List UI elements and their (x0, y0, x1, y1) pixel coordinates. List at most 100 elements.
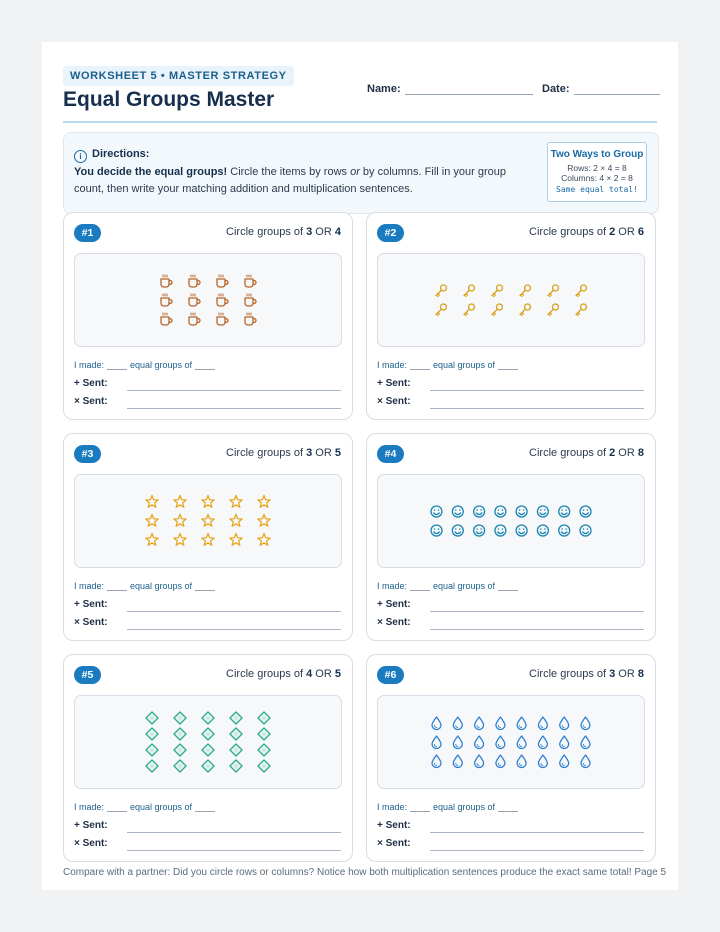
smiley-face-icon[interactable] (536, 524, 550, 537)
star-icon[interactable] (145, 494, 159, 508)
smiley-face-icon[interactable] (515, 524, 528, 537)
star-icon[interactable] (173, 532, 187, 546)
water-drop-icon[interactable] (537, 735, 549, 750)
group-count-blank[interactable] (410, 583, 431, 591)
star-icon[interactable] (201, 513, 215, 527)
water-drop-icon[interactable] (537, 716, 549, 731)
diamond-icon[interactable] (257, 727, 271, 741)
group-size-blank[interactable] (195, 362, 216, 370)
coffee-cup-icon[interactable] (188, 293, 201, 307)
water-drop-icon[interactable] (495, 716, 506, 731)
group-count-blank[interactable] (107, 804, 128, 812)
addition-sentence-line[interactable] (127, 611, 341, 612)
star-icon[interactable] (257, 513, 271, 527)
item-array-box[interactable] (377, 253, 645, 347)
group-count-blank[interactable] (410, 362, 431, 370)
coffee-cup-icon[interactable] (244, 274, 257, 288)
water-drop-icon[interactable] (431, 754, 442, 769)
multiplication-sentence-line[interactable] (127, 850, 341, 851)
smiley-face-icon[interactable] (536, 505, 550, 518)
key-icon[interactable] (491, 284, 504, 298)
coffee-cup-icon[interactable] (216, 274, 229, 288)
addition-sentence-line[interactable] (430, 390, 644, 391)
star-icon[interactable] (229, 513, 243, 527)
key-icon[interactable] (435, 303, 448, 317)
diamond-icon[interactable] (173, 727, 187, 741)
diamond-icon[interactable] (229, 711, 243, 725)
addition-sentence-line[interactable] (127, 390, 341, 391)
group-count-blank[interactable] (107, 362, 128, 370)
water-drop-icon[interactable] (473, 735, 485, 750)
diamond-icon[interactable] (145, 759, 159, 773)
water-drop-icon[interactable] (580, 716, 591, 731)
diamond-icon[interactable] (145, 743, 159, 757)
coffee-cup-icon[interactable] (244, 293, 257, 307)
group-size-blank[interactable] (498, 804, 519, 812)
water-drop-icon[interactable] (559, 754, 570, 769)
addition-sentence-line[interactable] (430, 611, 644, 612)
water-drop-icon[interactable] (559, 716, 570, 731)
water-drop-icon[interactable] (580, 735, 591, 750)
smiley-face-icon[interactable] (451, 524, 464, 537)
water-drop-icon[interactable] (495, 735, 506, 750)
group-size-blank[interactable] (195, 583, 216, 591)
water-drop-icon[interactable] (452, 716, 463, 731)
smiley-face-icon[interactable] (430, 524, 443, 537)
coffee-cup-icon[interactable] (244, 312, 257, 326)
smiley-face-icon[interactable] (579, 524, 592, 537)
water-drop-icon[interactable] (431, 716, 442, 731)
star-icon[interactable] (229, 532, 243, 546)
diamond-icon[interactable] (173, 743, 187, 757)
smiley-face-icon[interactable] (451, 505, 464, 518)
star-icon[interactable] (145, 513, 159, 527)
multiplication-sentence-line[interactable] (127, 629, 341, 630)
name-field[interactable]: Name: (367, 83, 533, 95)
smiley-face-icon[interactable] (558, 505, 571, 518)
water-drop-icon[interactable] (537, 754, 549, 769)
coffee-cup-icon[interactable] (160, 293, 173, 307)
key-icon[interactable] (547, 284, 560, 298)
diamond-icon[interactable] (229, 743, 243, 757)
group-count-blank[interactable] (410, 804, 431, 812)
item-array-box[interactable] (74, 253, 342, 347)
group-size-blank[interactable] (195, 804, 216, 812)
diamond-icon[interactable] (201, 711, 215, 725)
coffee-cup-icon[interactable] (188, 274, 201, 288)
water-drop-icon[interactable] (559, 735, 570, 750)
addition-sentence-line[interactable] (430, 832, 644, 833)
item-array-box[interactable] (74, 474, 342, 568)
diamond-icon[interactable] (229, 727, 243, 741)
key-icon[interactable] (435, 284, 448, 298)
smiley-face-icon[interactable] (515, 505, 528, 518)
diamond-icon[interactable] (229, 759, 243, 773)
coffee-cup-icon[interactable] (160, 274, 173, 288)
water-drop-icon[interactable] (473, 716, 485, 731)
key-icon[interactable] (547, 303, 560, 317)
key-icon[interactable] (463, 284, 476, 298)
multiplication-sentence-line[interactable] (430, 850, 644, 851)
name-line[interactable] (404, 84, 533, 95)
addition-sentence-line[interactable] (127, 832, 341, 833)
coffee-cup-icon[interactable] (216, 312, 229, 326)
water-drop-icon[interactable] (473, 754, 485, 769)
smiley-face-icon[interactable] (494, 505, 507, 518)
water-drop-icon[interactable] (516, 754, 527, 769)
key-icon[interactable] (519, 284, 532, 298)
key-icon[interactable] (575, 284, 588, 298)
item-array-box[interactable] (377, 474, 645, 568)
smiley-face-icon[interactable] (579, 505, 592, 518)
star-icon[interactable] (257, 494, 271, 508)
date-field[interactable]: Date: (542, 83, 660, 95)
smiley-face-icon[interactable] (558, 524, 571, 537)
coffee-cup-icon[interactable] (216, 293, 229, 307)
group-size-blank[interactable] (498, 583, 519, 591)
diamond-icon[interactable] (173, 711, 187, 725)
smiley-face-icon[interactable] (430, 505, 443, 518)
diamond-icon[interactable] (201, 727, 215, 741)
smiley-face-icon[interactable] (494, 524, 507, 537)
diamond-icon[interactable] (257, 759, 271, 773)
multiplication-sentence-line[interactable] (127, 408, 341, 409)
coffee-cup-icon[interactable] (160, 312, 173, 326)
date-line[interactable] (573, 84, 660, 95)
water-drop-icon[interactable] (516, 735, 527, 750)
